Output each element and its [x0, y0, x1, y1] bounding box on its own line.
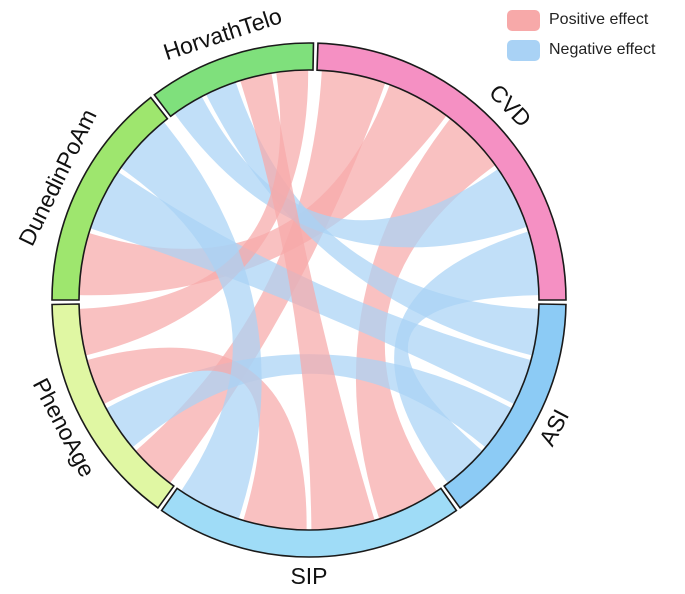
segment-arc-horvathtelo — [153, 42, 315, 118]
link-asi-horvathtelo-negative — [206, 82, 539, 356]
segment-arc-sip — [160, 487, 458, 558]
link-cvd-phenoage-positive — [135, 70, 386, 484]
segment-arc-phenoage — [51, 303, 175, 510]
links-layer — [79, 70, 539, 530]
segment-arc-cvd — [316, 42, 567, 301]
legend-swatch-positive — [507, 9, 540, 31]
segment-arc-asi — [443, 303, 567, 510]
legend-swatch-negative — [507, 39, 540, 61]
legend-label-positive: Positive effect — [549, 11, 649, 28]
segments-layer — [51, 42, 567, 558]
link-cvd-dunedinpoam-positive — [79, 84, 447, 296]
legend-label-negative: Negative effect — [549, 41, 656, 58]
link-cvd-horvathtelo-negative — [174, 96, 528, 248]
legend-item-negative: Negative effect — [507, 35, 685, 65]
segment-label-sip: SIP — [290, 563, 327, 589]
link-horvathtelo-phenoage-positive — [79, 70, 309, 356]
link-dunedinpoam-sip-negative — [120, 121, 262, 519]
link-asi-cvd-negative — [394, 231, 539, 484]
segment-arc-dunedinpoam — [51, 96, 169, 301]
legend: Positive effect Negative effect — [507, 5, 685, 65]
legend-item-positive: Positive effect — [507, 5, 685, 35]
